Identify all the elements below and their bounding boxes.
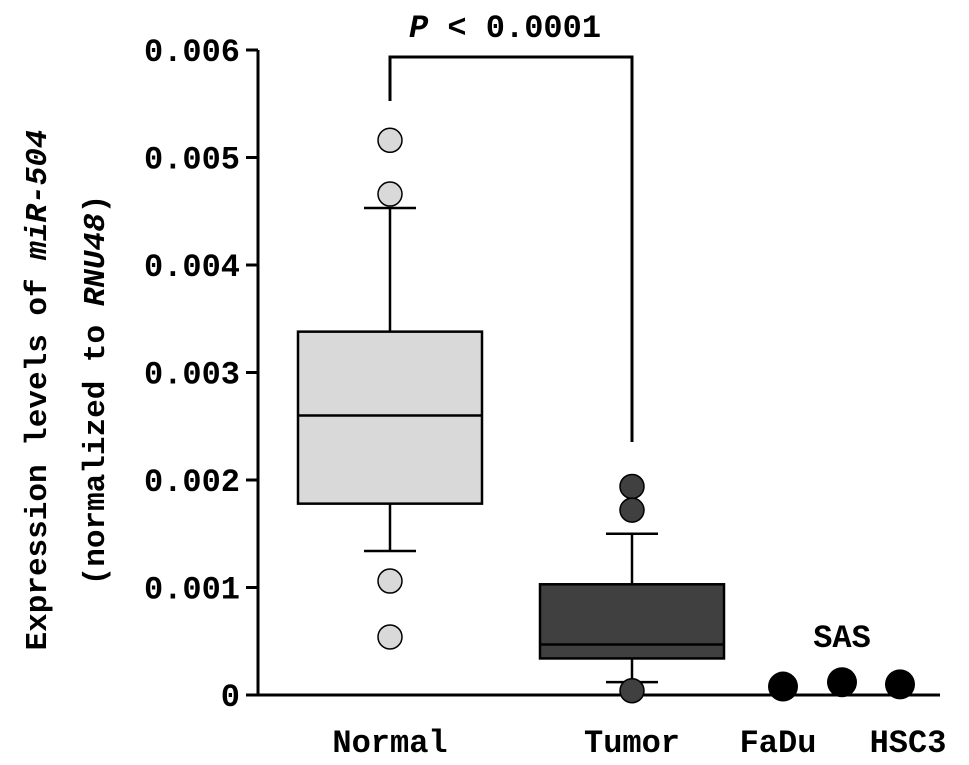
y-tick-label: 0.005 bbox=[144, 142, 240, 179]
cell-line-point-sas bbox=[827, 667, 857, 698]
y-tick-label: 0.003 bbox=[144, 357, 240, 394]
box-normal bbox=[296, 127, 484, 650]
x-tick-label: Normal bbox=[332, 725, 447, 762]
x-axis-labels: Normal Tumor FaDu HSC3 bbox=[332, 725, 946, 762]
box-tumor bbox=[538, 473, 726, 704]
outlier-point bbox=[377, 568, 403, 594]
y-label-norm-prefix: (normalized to bbox=[79, 306, 114, 585]
p-value-text: < 0.0001 bbox=[428, 10, 601, 47]
y-tick-label: 0.001 bbox=[144, 572, 240, 609]
outlier-point bbox=[619, 497, 645, 523]
y-axis-label: Expression levels of miR-504 (normalized … bbox=[21, 130, 114, 651]
sas-label: SAS bbox=[813, 620, 871, 657]
y-label-norm-suffix: ) bbox=[79, 195, 114, 214]
y-axis-ticks: 0 0.001 0.002 0.003 0.004 0.005 0.006 bbox=[144, 34, 258, 716]
y-tick-label: 0 bbox=[221, 679, 240, 716]
box-series bbox=[296, 127, 726, 704]
outlier-point bbox=[377, 127, 403, 154]
x-tick-label: FaDu bbox=[740, 725, 817, 762]
y-tick-label: 0.002 bbox=[144, 464, 240, 501]
significance-bracket bbox=[388, 55, 634, 442]
p-symbol: P bbox=[409, 10, 429, 47]
significance-annotation: P < 0.0001 bbox=[388, 10, 634, 442]
y-label-gene: miR-504 bbox=[21, 130, 56, 261]
box-iqr bbox=[296, 330, 484, 505]
cell-line-point-fadu bbox=[768, 671, 798, 702]
y-axis-label-line1: Expression levels of miR-504 bbox=[21, 130, 56, 651]
p-value-label: P < 0.0001 bbox=[409, 10, 601, 47]
y-tick-label: 0.006 bbox=[144, 34, 240, 71]
box-iqr bbox=[538, 583, 726, 660]
x-tick-label: HSC3 bbox=[870, 725, 947, 762]
y-tick-label: 0.004 bbox=[144, 249, 240, 286]
outlier-point bbox=[377, 181, 403, 207]
y-label-norm-gene: RNU48 bbox=[79, 213, 114, 306]
y-axis-label-line2: (normalized to RNU48) bbox=[79, 195, 114, 586]
outlier-point bbox=[619, 473, 645, 500]
cell-line-points: SAS bbox=[768, 620, 915, 702]
cell-line-point-hsc3 bbox=[885, 669, 915, 700]
outlier-point bbox=[377, 624, 403, 650]
outlier-point bbox=[619, 677, 645, 704]
x-tick-label: Tumor bbox=[584, 725, 680, 762]
y-label-prefix: Expression levels of bbox=[21, 260, 56, 651]
